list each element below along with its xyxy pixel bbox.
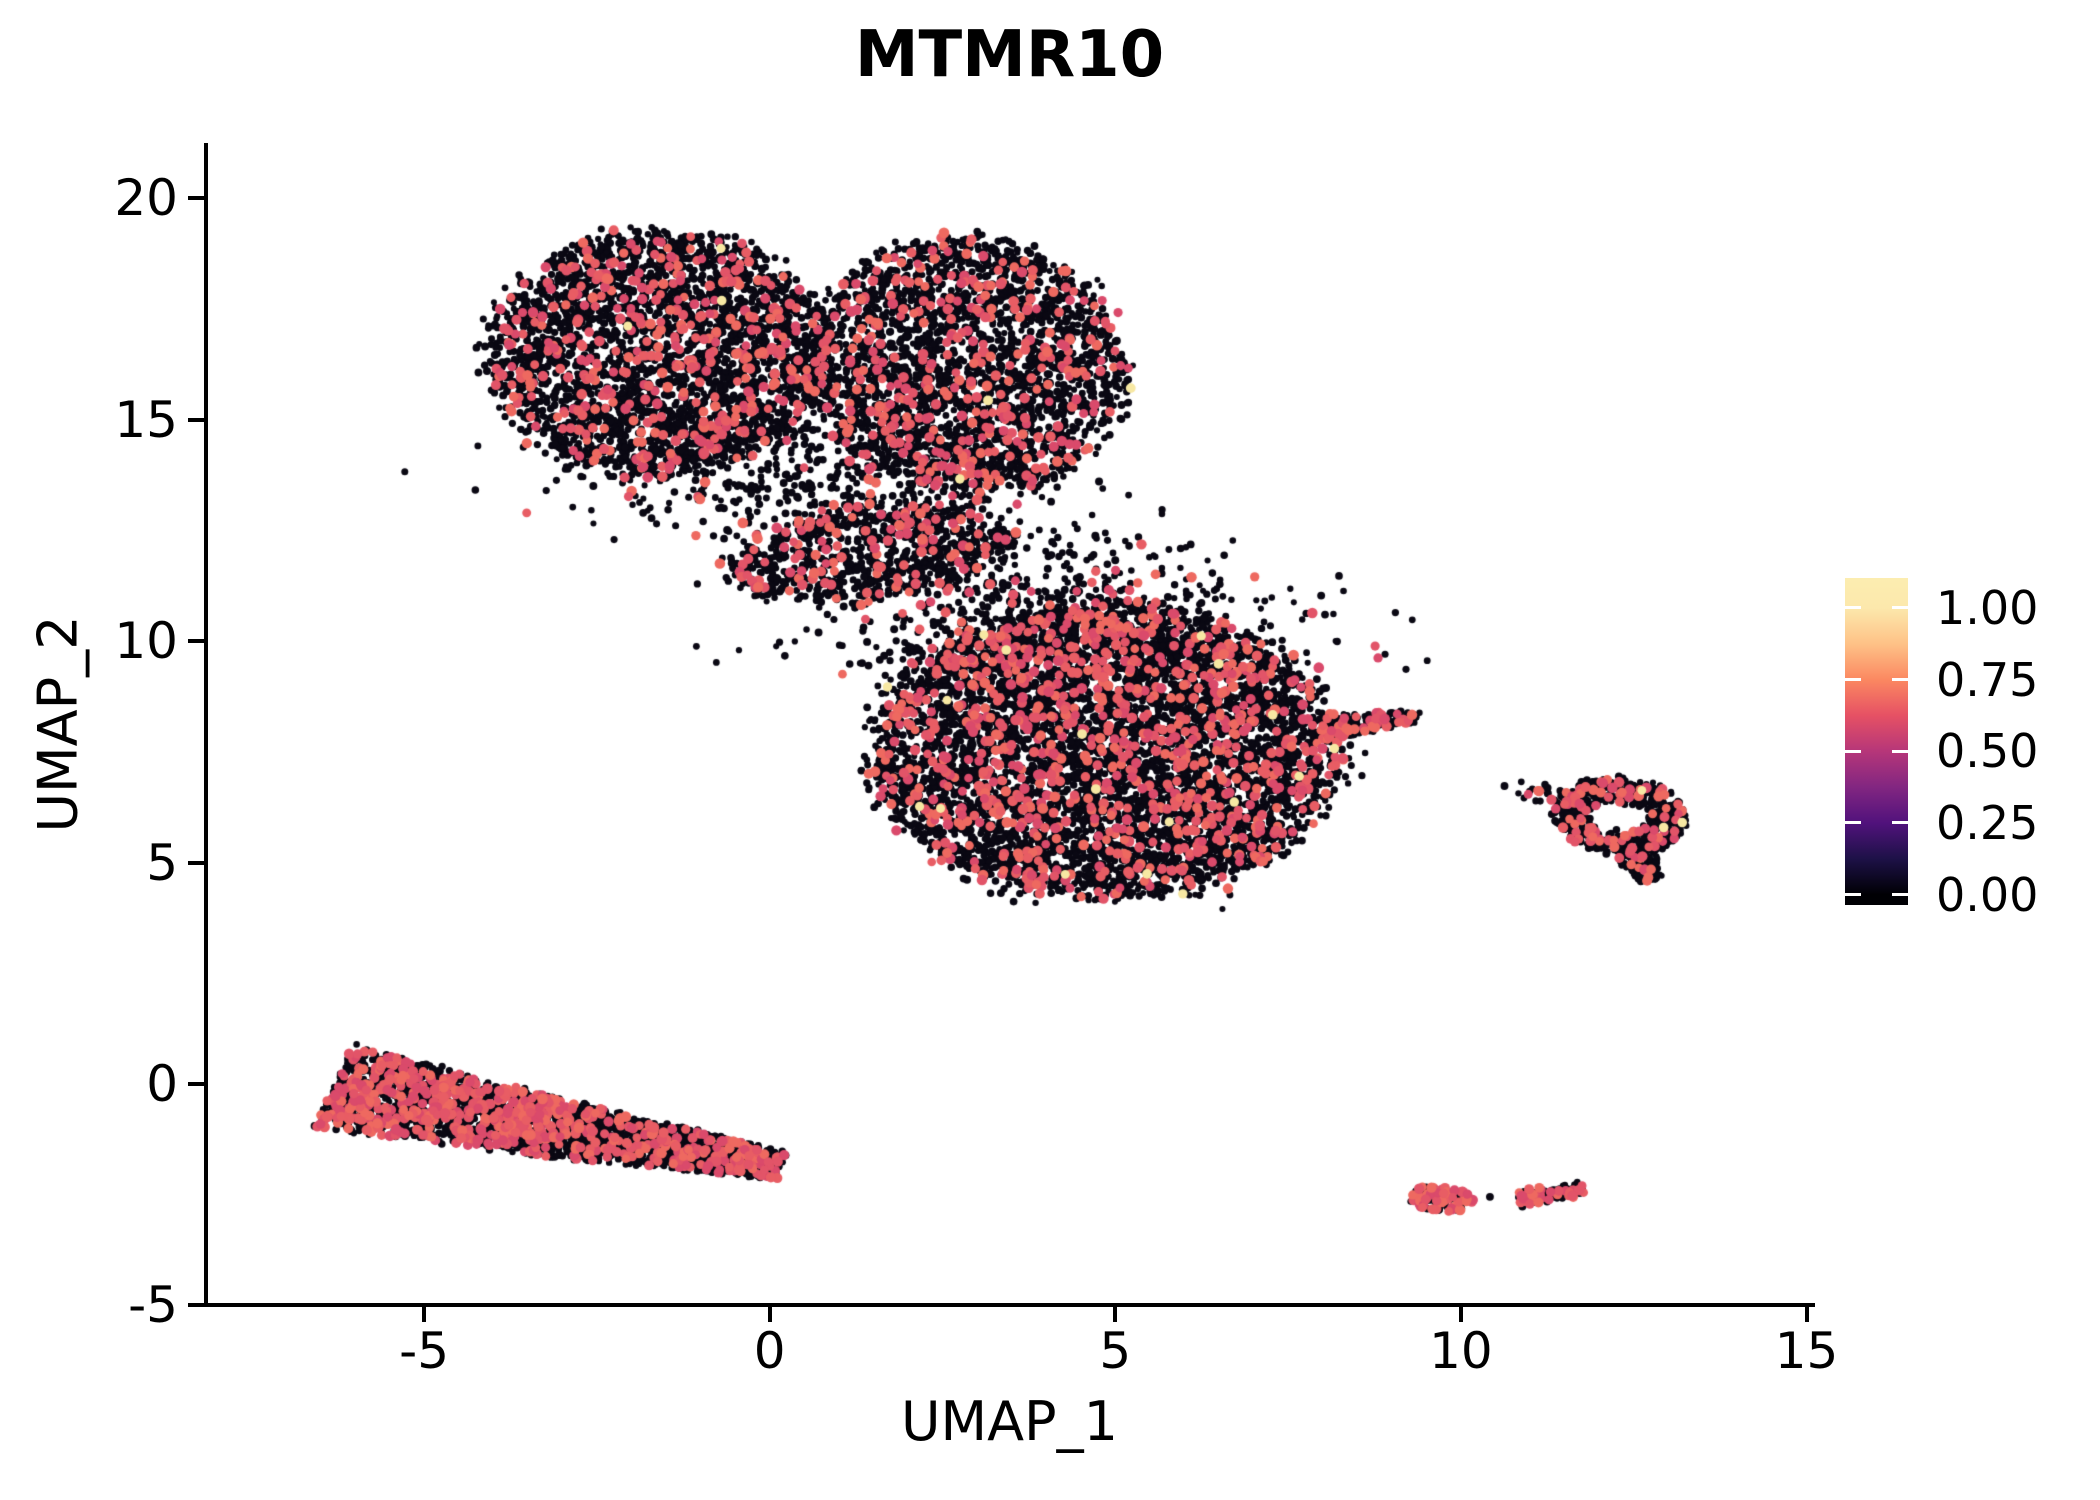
colorbar-tick-label: 0.00 xyxy=(1936,867,2039,922)
colorbar-tick-label: 0.25 xyxy=(1936,795,2039,850)
x-tick-label: 15 xyxy=(1774,1322,1839,1380)
colorbar-tick-mark xyxy=(1892,678,1908,682)
y-tick-label: -5 xyxy=(128,1276,178,1335)
y-tick-mark xyxy=(188,196,204,201)
y-axis-title: UMAP_2 xyxy=(26,615,90,833)
colorbar-gradient xyxy=(1845,578,1908,905)
x-tick-label: 0 xyxy=(753,1322,786,1380)
x-axis-title: UMAP_1 xyxy=(901,1390,1118,1453)
colorbar-tick-label: 1.00 xyxy=(1936,580,2039,635)
x-axis-line xyxy=(204,1303,1815,1307)
x-tick-mark xyxy=(1458,1307,1463,1322)
colorbar-tick-label: 0.75 xyxy=(1936,652,2039,707)
y-tick-mark xyxy=(188,860,204,865)
y-tick-label: 15 xyxy=(114,390,178,449)
colorbar-tick-label: 0.50 xyxy=(1936,724,2039,779)
colorbar-tick-mark xyxy=(1845,893,1861,897)
y-tick-label: 10 xyxy=(114,612,178,671)
y-tick-label: 0 xyxy=(146,1054,178,1113)
y-tick-label: 20 xyxy=(114,169,178,228)
colorbar-tick-mark xyxy=(1892,749,1908,753)
x-tick-label: -5 xyxy=(399,1322,450,1380)
x-tick-mark xyxy=(767,1307,772,1322)
y-tick-mark xyxy=(188,417,204,422)
x-tick-label: 10 xyxy=(1429,1322,1493,1380)
colorbar-tick-mark xyxy=(1845,678,1861,682)
y-tick-mark xyxy=(188,1081,204,1086)
colorbar-tick-mark xyxy=(1845,821,1861,825)
y-axis-line xyxy=(204,143,208,1307)
y-tick-mark xyxy=(188,639,204,644)
colorbar-tick-mark xyxy=(1845,606,1861,610)
colorbar-tick-mark xyxy=(1892,821,1908,825)
colorbar-tick-mark xyxy=(1892,893,1908,897)
y-tick-mark xyxy=(188,1303,204,1308)
x-tick-mark xyxy=(422,1307,427,1322)
colorbar-tick-mark xyxy=(1892,606,1908,610)
x-tick-mark xyxy=(1804,1307,1809,1322)
y-tick-label: 5 xyxy=(146,833,178,892)
x-tick-label: 5 xyxy=(1099,1322,1132,1380)
colorbar-tick-mark xyxy=(1845,749,1861,753)
x-tick-mark xyxy=(1113,1307,1118,1322)
